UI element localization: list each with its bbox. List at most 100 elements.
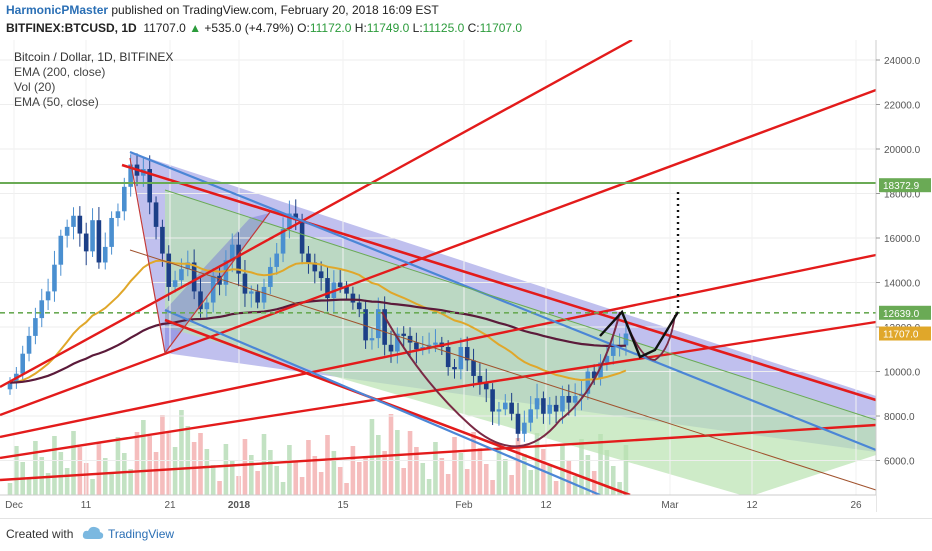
- volume-bar: [249, 455, 254, 495]
- candle-body: [376, 309, 381, 339]
- candle-body: [407, 335, 413, 343]
- volume-bar: [420, 463, 426, 495]
- volume-bar: [102, 458, 108, 495]
- candle-body: [350, 293, 356, 303]
- candle-body: [490, 389, 495, 412]
- candle-body: [52, 264, 57, 292]
- candle-body: [566, 395, 572, 403]
- volume-bar: [160, 415, 165, 495]
- author-link[interactable]: HarmonicPMaster: [6, 3, 109, 17]
- low-value: 11125.0: [422, 21, 465, 35]
- volume-bar: [566, 460, 572, 495]
- time-tick-label: 11: [81, 500, 92, 511]
- candle-body: [242, 273, 248, 294]
- volume-bar: [274, 466, 279, 495]
- volume-bar: [515, 438, 521, 495]
- candle-body: [515, 413, 521, 434]
- volume-bar: [439, 458, 445, 495]
- candle-body: [287, 213, 292, 230]
- close-value: 11707.0: [479, 21, 523, 35]
- volume-bar: [376, 435, 381, 495]
- time-tick-label: 12: [540, 500, 552, 511]
- volume-bar: [210, 465, 216, 495]
- volume-bar: [147, 436, 152, 495]
- volume-bar: [477, 448, 483, 495]
- time-tick-label: 2018: [228, 500, 251, 511]
- drawing-lines: [0, 38, 877, 497]
- volume-bar: [344, 483, 349, 495]
- volume-bar: [179, 410, 184, 495]
- candle-body: [382, 309, 387, 345]
- candle-body: [541, 398, 546, 414]
- candle-body: [337, 282, 343, 287]
- volume-bar: [77, 447, 83, 495]
- candle-body: [102, 246, 108, 263]
- volume-bar: [325, 435, 330, 495]
- legend-item-ema50[interactable]: EMA (50, close): [14, 95, 99, 109]
- candle-body: [268, 266, 273, 287]
- volume-bar: [229, 460, 235, 495]
- candle-body: [547, 404, 553, 414]
- volume-bar: [610, 466, 616, 495]
- volume-bar: [553, 481, 559, 495]
- legend-title: Bitcoin / Dollar, 1D, BITFINEX: [14, 50, 174, 64]
- tradingview-brand[interactable]: TradingView: [108, 527, 175, 541]
- time-tick-label: 12: [746, 500, 758, 511]
- volume-bar: [242, 439, 248, 495]
- volume-bar: [591, 471, 597, 495]
- candle-body: [572, 395, 578, 403]
- price-tick-label: 22000.0: [884, 101, 921, 112]
- candle-body: [255, 291, 260, 303]
- volume-bar: [153, 452, 159, 495]
- red-fan-line-1: [0, 38, 633, 389]
- price-chart-svg[interactable]: 6000.08000.010000.012000.014000.016000.0…: [0, 38, 932, 518]
- high-value: 11749.0: [366, 21, 410, 35]
- candle-body: [299, 220, 305, 254]
- candle-body: [45, 291, 51, 301]
- close-label: C:: [467, 21, 480, 35]
- candle-body: [71, 215, 76, 227]
- candle-body: [534, 398, 540, 410]
- candle-body: [83, 233, 89, 252]
- volume-bar: [503, 459, 508, 495]
- candle-body: [318, 271, 324, 279]
- volume-bar: [496, 443, 502, 495]
- volume-bar: [172, 447, 178, 495]
- symbol-name: BITFINEX:BTCUSD, 1D: [6, 21, 137, 35]
- candle-body: [229, 244, 235, 261]
- volume-bar: [318, 472, 324, 495]
- candle-body: [185, 262, 191, 270]
- candle-body: [433, 342, 438, 345]
- chart-area[interactable]: 6000.08000.010000.012000.014000.016000.0…: [0, 38, 932, 518]
- candle-body: [401, 333, 406, 336]
- legend-item-vol[interactable]: Vol (20): [14, 80, 56, 94]
- red-channel-bottom: [164, 318, 631, 497]
- candle-body: [261, 286, 267, 303]
- price-change: +535.0 (+4.79%): [204, 21, 294, 35]
- volume-bar: [39, 457, 45, 495]
- volume-bar: [7, 483, 13, 495]
- legend-item-ema200[interactable]: EMA (200, close): [14, 65, 106, 79]
- candle-body: [306, 253, 311, 263]
- price-tick-label: 20000.0: [884, 145, 921, 156]
- volume-bar: [356, 462, 362, 495]
- candle-body: [7, 382, 13, 390]
- red-channel-top: [121, 163, 877, 402]
- candle-body: [77, 215, 83, 234]
- publish-line: HarmonicPMaster published on TradingView…: [6, 3, 439, 17]
- candle-body: [452, 367, 457, 370]
- candle-body: [20, 353, 25, 374]
- candle-body: [560, 395, 565, 412]
- candle-body: [58, 235, 64, 265]
- volume-bar: [363, 456, 368, 495]
- candle-body: [122, 186, 127, 212]
- volume-bar: [350, 446, 356, 495]
- time-tick-label: Dec: [5, 500, 23, 511]
- price-label-text: 12639.0: [883, 309, 920, 320]
- volume-bar: [45, 473, 51, 495]
- time-tick-label: Mar: [661, 500, 679, 511]
- price-tick-label: 10000.0: [884, 368, 921, 379]
- candle-body: [153, 202, 159, 227]
- red-fan-line-5: [0, 423, 877, 482]
- candle-body: [160, 226, 165, 254]
